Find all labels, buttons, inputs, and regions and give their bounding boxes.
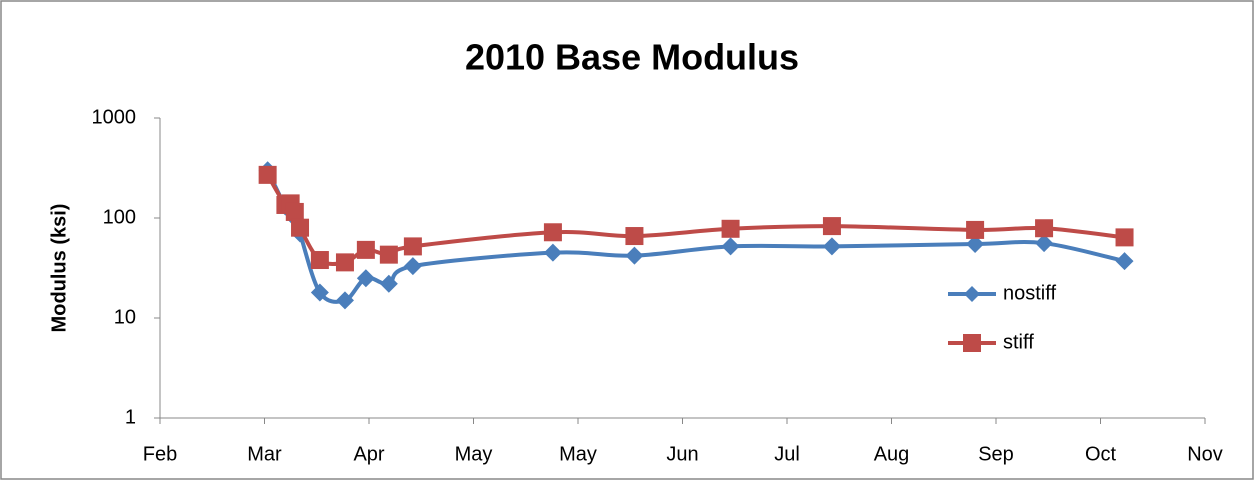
marker (291, 218, 310, 237)
marker (258, 165, 277, 184)
marker (1035, 219, 1054, 238)
legend-label: nostiff (1003, 282, 1056, 304)
marker (1035, 234, 1054, 253)
x-tick-label: Apr (353, 443, 384, 465)
legend-label: stiff (1003, 331, 1034, 353)
x-tick-label: May (559, 443, 597, 465)
marker (543, 243, 562, 262)
marker (966, 220, 985, 239)
marker (310, 251, 329, 270)
marker (403, 257, 422, 276)
legend-marker (964, 286, 980, 302)
marker (310, 283, 329, 302)
marker (543, 223, 562, 242)
x-tick-label: Aug (874, 443, 910, 465)
x-tick-label: Feb (143, 443, 177, 465)
marker (285, 202, 304, 221)
marker (822, 217, 841, 236)
x-tick-label: Jul (774, 443, 800, 465)
x-tick-label: Nov (1187, 443, 1223, 465)
marker (625, 246, 644, 265)
legend-marker (963, 334, 981, 352)
marker (356, 240, 375, 259)
y-tick-label: 1 (125, 406, 136, 428)
marker (966, 234, 985, 253)
marker (625, 227, 644, 246)
x-tick-label: May (455, 443, 493, 465)
y-axis-label: Modulus (ksi) (48, 204, 70, 333)
marker (403, 237, 422, 256)
y-tick-label: 10 (114, 306, 136, 328)
marker (1115, 252, 1134, 271)
marker (335, 291, 354, 310)
y-tick-label: 1000 (92, 106, 137, 128)
x-tick-label: Jun (666, 443, 698, 465)
marker (822, 237, 841, 256)
marker (335, 253, 354, 272)
x-tick-label: Mar (247, 443, 282, 465)
marker (721, 237, 740, 256)
chart-title: 2010 Base Modulus (465, 37, 799, 78)
marker (379, 274, 398, 293)
marker (356, 269, 375, 288)
x-tick-label: Sep (978, 443, 1014, 465)
marker (379, 245, 398, 264)
x-tick-label: Oct (1085, 443, 1117, 465)
marker (1115, 228, 1134, 247)
y-tick-label: 100 (103, 206, 136, 228)
marker (721, 219, 740, 238)
